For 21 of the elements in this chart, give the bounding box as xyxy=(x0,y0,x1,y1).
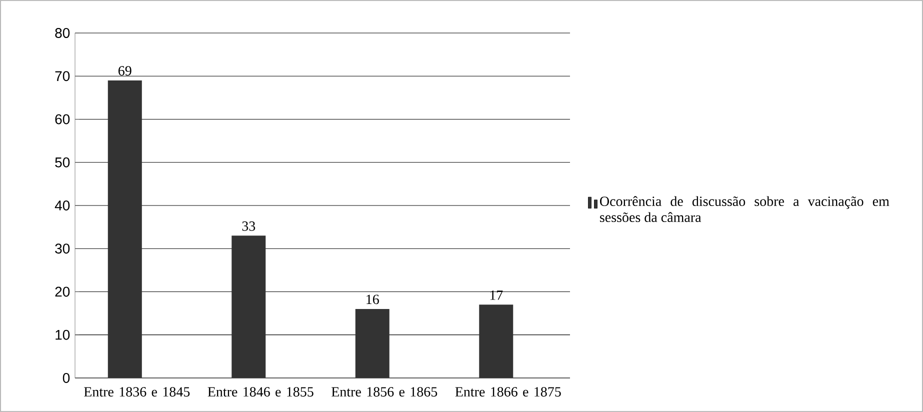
bar xyxy=(479,304,514,378)
data-label: 33 xyxy=(242,221,256,231)
y-tick-label: 80 xyxy=(55,28,70,38)
data-label: 16 xyxy=(366,294,379,304)
bar xyxy=(355,308,390,378)
data-label: 69 xyxy=(118,66,132,76)
legend-label: Ocorrência de discussão sobre a vacinação em sessões da câmara xyxy=(600,196,890,222)
y-tick-label: 20 xyxy=(55,286,70,297)
y-tick-label: 0 xyxy=(62,373,70,383)
bar xyxy=(108,80,142,378)
x-tick-label: Entre 1866 e 1875 xyxy=(455,387,561,397)
x-tick-label: Entre 1836 e 1845 xyxy=(84,387,190,397)
y-tick-label: 70 xyxy=(55,71,70,82)
bar xyxy=(232,236,266,378)
y-tick-label: 60 xyxy=(55,114,70,124)
y-tick-label: 10 xyxy=(56,330,70,340)
x-tick-label: Entre 1856 e 1865 xyxy=(332,387,438,397)
y-tick-label: 40 xyxy=(54,200,70,210)
y-tick-label: 30 xyxy=(55,244,70,254)
y-tick-label: 50 xyxy=(55,157,70,168)
x-tick-label: Entre 1846 e 1855 xyxy=(208,387,314,397)
